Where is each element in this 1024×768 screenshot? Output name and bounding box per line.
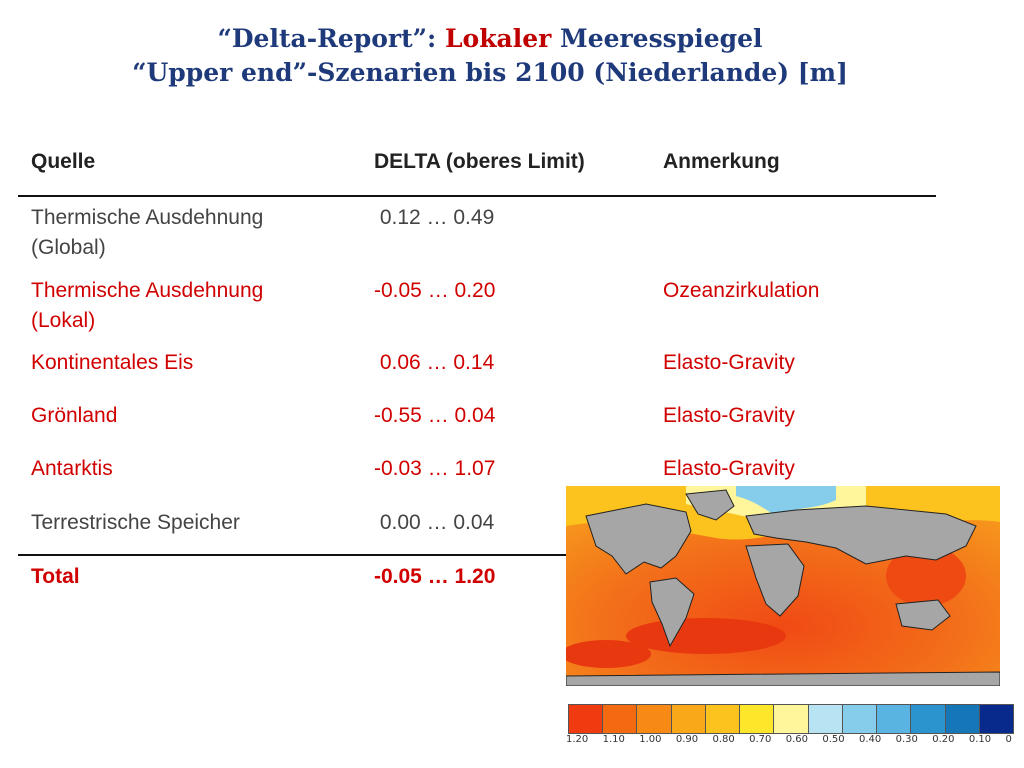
colorbar-label-2: 1.00 — [639, 734, 662, 745]
colorbar-label-7: 0.50 — [822, 734, 845, 745]
colorbar-swatch-0 — [569, 705, 604, 733]
colorbar-labels: 1.20 1.10 1.00 0.90 0.80 0.70 0.60 0.50 0.40 0.30… — [566, 734, 1012, 745]
row-4-note: Elasto-Gravity — [663, 457, 795, 480]
row-2-delta: 0.06 … 0.14 — [374, 351, 495, 374]
row-2-source: Kontinentales Eis — [31, 351, 194, 374]
south-atlantic-blob — [626, 618, 786, 654]
row-4-delta: -0.03 … 1.07 — [374, 457, 496, 480]
colorbar-swatch-12 — [979, 705, 1014, 733]
row-5-source: Terrestrische Speicher — [31, 511, 240, 534]
total-rule — [18, 554, 566, 556]
row-1-note: Ozeanzirkulation — [663, 279, 820, 302]
header-delta: DELTA (oberes Limit) — [374, 150, 585, 173]
colorbar-label-5: 0.70 — [749, 734, 772, 745]
antarctica — [566, 671, 1000, 686]
south-pacific-blob — [566, 640, 651, 668]
total-delta: -0.05 … 1.20 — [374, 565, 496, 588]
row-1-source: Thermische Ausdehnung (Lokal) — [31, 279, 264, 332]
total-label: Total — [31, 565, 80, 588]
title-part-a: “Delta-Report”: — [217, 24, 445, 53]
colorbar-swatch-8 — [842, 705, 878, 733]
colorbar-label-6: 0.60 — [785, 734, 809, 745]
colorbar-swatch-6 — [774, 705, 809, 733]
colorbar-swatch-2 — [637, 705, 672, 733]
colorbar-swatch-4 — [705, 705, 741, 733]
title-line-1: “Delta-Report”: Lokaler Meeresspiegel — [0, 22, 980, 56]
colorbar-label-11: 0.10 — [968, 734, 992, 745]
sea-level-map — [566, 486, 1000, 686]
row-3-delta: -0.55 … 0.04 — [374, 404, 496, 427]
greenland — [685, 489, 735, 521]
colorbar-label-12: 0 — [1005, 734, 1012, 745]
colorbar-label-0: 1.20 — [566, 734, 589, 745]
row-1-delta: -0.05 … 0.20 — [374, 279, 496, 302]
africa — [745, 543, 805, 617]
colorbar-swatch-5 — [740, 705, 775, 733]
colorbar-swatch-9 — [877, 705, 912, 733]
arctic-band-blue — [736, 486, 836, 516]
australia — [895, 599, 951, 631]
north-america — [585, 503, 692, 575]
row-0-source: Thermische Ausdehnung (Global) — [31, 206, 264, 259]
row-2-note: Elasto-Gravity — [663, 351, 795, 374]
eurasia — [745, 505, 977, 565]
row-3-source: Grönland — [31, 404, 118, 427]
colorbar-swatch-10 — [911, 705, 946, 733]
colorbar-swatch-7 — [808, 705, 843, 733]
header-quelle: Quelle — [31, 150, 96, 173]
colorbar-swatch-1 — [603, 705, 638, 733]
row-5-delta: 0.00 … 0.04 — [374, 511, 495, 534]
pacific-blob — [886, 546, 966, 606]
colorbar-label-1: 1.10 — [602, 734, 625, 745]
title-line-2: “Upper end”-Szenarien bis 2100 (Niederla… — [132, 58, 848, 87]
colorbar-label-3: 0.90 — [675, 734, 699, 745]
colorbar-label-4: 0.80 — [712, 734, 735, 745]
slide-title: “Delta-Report”: Lokaler Meeresspiegel “U… — [0, 22, 980, 90]
colorbar-swatch-11 — [945, 705, 980, 733]
colorbar — [568, 704, 1014, 734]
title-highlight: Lokaler — [444, 24, 552, 53]
colorbar-label-8: 0.40 — [859, 734, 882, 745]
colorbar-label-9: 0.30 — [895, 734, 918, 745]
row-4-source: Antarktis — [31, 457, 113, 480]
row-3-note: Elasto-Gravity — [663, 404, 795, 427]
south-america — [649, 577, 695, 648]
row-0-delta: 0.12 … 0.49 — [374, 206, 495, 229]
colorbar-label-10: 0.20 — [932, 734, 955, 745]
header-rule — [18, 195, 936, 197]
colorbar-swatch-3 — [671, 705, 706, 733]
title-part-b: Meeresspiegel — [551, 24, 763, 53]
header-anmerkung: Anmerkung — [663, 150, 780, 173]
